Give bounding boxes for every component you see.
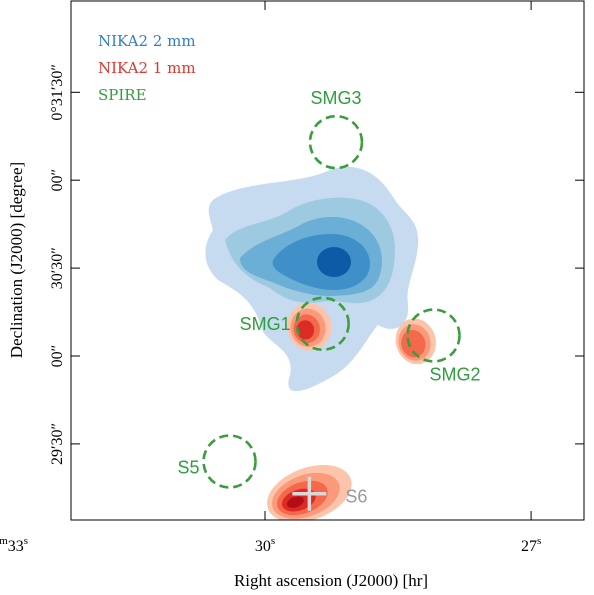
- plot-area: SMG1SMG2SMG3SMG4S5S6: [177, 88, 481, 520]
- legend-2mm: NIKA2 2 mm: [98, 32, 196, 50]
- y-tick-label-4: 29′30″: [49, 423, 66, 465]
- spire-circle-s5: [202, 434, 257, 489]
- legend-spire: SPIRE: [98, 86, 147, 104]
- blob-1mm-smg1-level-4: [296, 320, 315, 340]
- blob-1mm-smg2-level-3: [401, 329, 426, 358]
- label-smg3: SMG3: [310, 88, 361, 108]
- label-s6: S6: [345, 487, 367, 507]
- contours-2mm: [205, 166, 419, 392]
- x-tick-label-0: 2h15m33s: [0, 535, 28, 555]
- y-axis-label: Declination (J2000) [degree]: [7, 162, 26, 358]
- y-tick-label-0: 0°31′30″: [49, 64, 66, 121]
- legend-1mm: NIKA2 1 mm: [98, 59, 196, 77]
- spire-circle-smg1: [295, 296, 350, 352]
- x-tick-label-2: 27s: [521, 535, 541, 555]
- label-smg1: SMG1: [240, 314, 291, 334]
- y-tick-label-1: 00″: [49, 169, 66, 192]
- blob-1mm-smg2: [395, 318, 437, 365]
- label-s5: S5: [177, 457, 199, 477]
- ticks: 2h15m33s30s27s24s0°31′30″00″30′30″00″29′…: [0, 1, 584, 555]
- y-tick-label-3: 00″: [49, 345, 66, 368]
- label-smg2: SMG2: [430, 364, 481, 384]
- x-tick-label-1: 30s: [255, 535, 275, 555]
- x-axis-label: Right ascension (J2000) [hr]: [234, 571, 428, 590]
- spire-circle-smg3: [308, 114, 364, 170]
- contour-2mm-peak: [317, 247, 351, 277]
- spire-circle-smg2: [406, 308, 461, 363]
- blob-1mm-s6-level-5: [286, 496, 304, 508]
- axes-frame: [70, 0, 585, 521]
- blob-1mm-smg1: [287, 302, 332, 351]
- legend: NIKA2 2 mm NIKA2 1 mm SPIRE: [98, 32, 196, 104]
- sources: SMG1SMG2SMG3SMG4S5S6: [177, 88, 481, 511]
- y-tick-label-2: 30′30″: [49, 247, 66, 289]
